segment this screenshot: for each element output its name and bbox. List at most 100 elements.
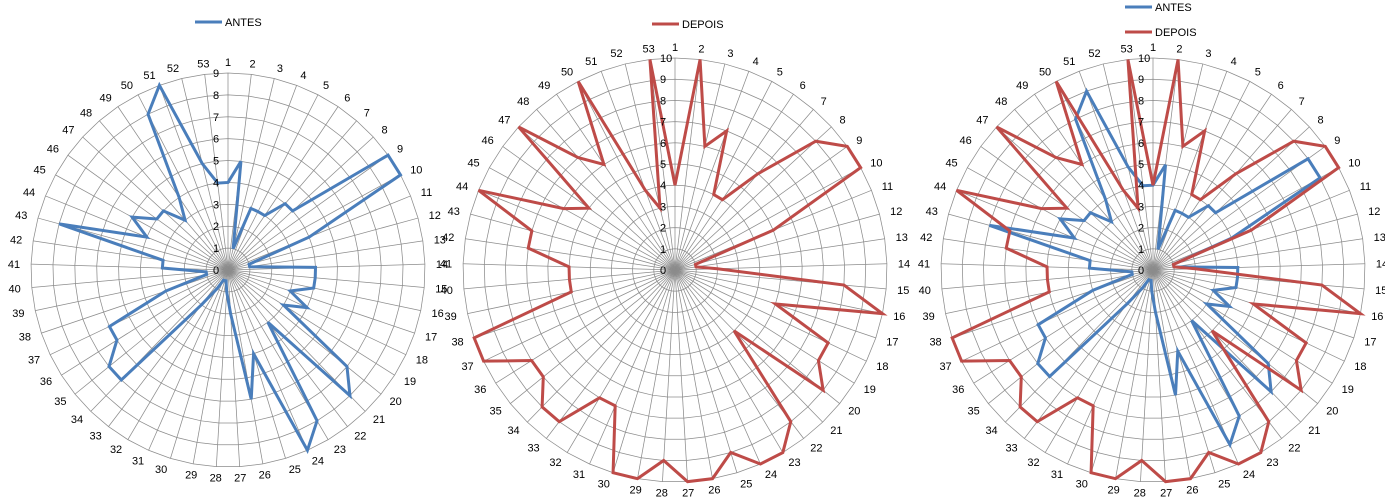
radial-tick-label: 5 <box>213 156 219 168</box>
spoke-line <box>227 269 425 288</box>
spoke-line <box>227 269 382 395</box>
category-label: 39 <box>923 311 935 323</box>
radial-tick-label: 10 <box>1138 53 1150 65</box>
radial-tick-label: 6 <box>1138 138 1144 150</box>
category-label: 38 <box>451 336 463 348</box>
series-line-depois <box>950 59 1366 484</box>
category-label: 32 <box>110 444 122 456</box>
category-label: 24 <box>1243 469 1255 481</box>
category-label: 5 <box>777 67 783 79</box>
category-label: 49 <box>1016 80 1028 92</box>
category-label: 18 <box>876 361 888 373</box>
category-label: 13 <box>434 234 446 246</box>
category-label: 17 <box>425 332 437 344</box>
category-label: 53 <box>642 44 654 56</box>
category-label: 53 <box>1120 44 1132 56</box>
category-label: 26 <box>1186 485 1198 497</box>
grid-ring <box>505 100 845 440</box>
category-label: 11 <box>421 187 432 199</box>
category-label: 34 <box>507 425 519 437</box>
category-label: 48 <box>80 107 92 119</box>
category-label: 44 <box>23 187 35 199</box>
category-label: 50 <box>1039 67 1051 79</box>
category-label: 15 <box>435 284 447 296</box>
category-label: 1 <box>672 42 678 54</box>
radial-tick-label: 2 <box>660 223 666 235</box>
grid-ring <box>632 227 718 313</box>
grid-ring <box>183 225 273 315</box>
series-line-depois <box>472 59 888 484</box>
radial-tick-label: 8 <box>213 90 219 102</box>
radial-tick-label: 2 <box>213 221 219 233</box>
category-label: 1 <box>225 57 231 69</box>
spoke-line <box>31 269 229 288</box>
category-label: 32 <box>1027 457 1039 469</box>
category-label: 8 <box>840 115 846 127</box>
category-label: 52 <box>610 48 622 60</box>
category-label: 7 <box>821 96 827 108</box>
spoke-line <box>49 269 229 356</box>
grid-ring <box>1089 206 1217 334</box>
grid-ring <box>1110 227 1196 313</box>
spoke-line <box>227 269 348 427</box>
spoke-line <box>227 174 401 271</box>
spoke-line <box>99 120 229 271</box>
grid-ring <box>161 203 295 336</box>
radial-tick-label: 1 <box>213 243 219 255</box>
spoke-line <box>192 269 229 464</box>
spoke-line <box>227 106 339 271</box>
category-label: 23 <box>1266 457 1278 469</box>
category-label: 51 <box>143 70 155 82</box>
spoke-line <box>33 240 229 271</box>
category-label: 46 <box>960 135 972 147</box>
spoke-line <box>55 174 229 271</box>
category-label: 22 <box>354 430 366 442</box>
spoke-line <box>108 269 229 427</box>
category-label: 43 <box>15 210 27 222</box>
spoke-line <box>227 269 241 467</box>
spoke-line <box>170 269 229 459</box>
category-label: 9 <box>856 135 862 147</box>
category-label: 40 <box>9 284 21 296</box>
category-label: 37 <box>28 355 40 367</box>
category-label: 42 <box>10 234 22 246</box>
grid-ring <box>1004 121 1302 419</box>
radial-tick-label: 2 <box>1138 223 1144 235</box>
grid-ring <box>118 160 338 380</box>
category-label: 26 <box>708 485 720 497</box>
category-label: 36 <box>474 384 486 396</box>
radial-tick-label: 3 <box>1138 201 1144 213</box>
category-label: 42 <box>920 232 932 244</box>
category-label: 31 <box>132 455 144 467</box>
category-label: 29 <box>185 470 197 482</box>
grid-ring <box>1067 184 1239 356</box>
category-label: 35 <box>968 406 980 418</box>
category-label: 43 <box>448 206 460 218</box>
category-label: 33 <box>527 442 539 454</box>
category-label: 51 <box>585 56 597 68</box>
category-label: 11 <box>1360 181 1371 193</box>
radar-chart-3: 0123456789101234567891011121314151617181… <box>918 2 1385 500</box>
category-label: 10 <box>1348 157 1360 169</box>
category-label: 41 <box>440 258 452 270</box>
category-label: 28 <box>1134 488 1146 500</box>
radial-tick-label: 5 <box>660 159 666 171</box>
grid-ring <box>52 94 404 446</box>
spoke-line <box>227 195 411 271</box>
category-label: 18 <box>1354 361 1366 373</box>
category-label: 13 <box>1374 232 1385 244</box>
category-label: 5 <box>1255 67 1261 79</box>
category-label: 41 <box>8 259 20 271</box>
category-label: 47 <box>976 115 988 127</box>
category-label: 7 <box>1299 96 1305 108</box>
category-label: 51 <box>1063 56 1075 68</box>
legend-label-antes: ANTES <box>1155 2 1192 14</box>
grid-ring <box>1046 163 1260 377</box>
category-label: 15 <box>897 285 909 297</box>
category-label: 40 <box>919 285 931 297</box>
category-label: 35 <box>54 396 66 408</box>
radial-tick-label: 7 <box>1138 117 1144 129</box>
radial-tick-label: 4 <box>660 180 666 192</box>
category-label: 19 <box>404 376 416 388</box>
category-label: 4 <box>1231 56 1237 68</box>
